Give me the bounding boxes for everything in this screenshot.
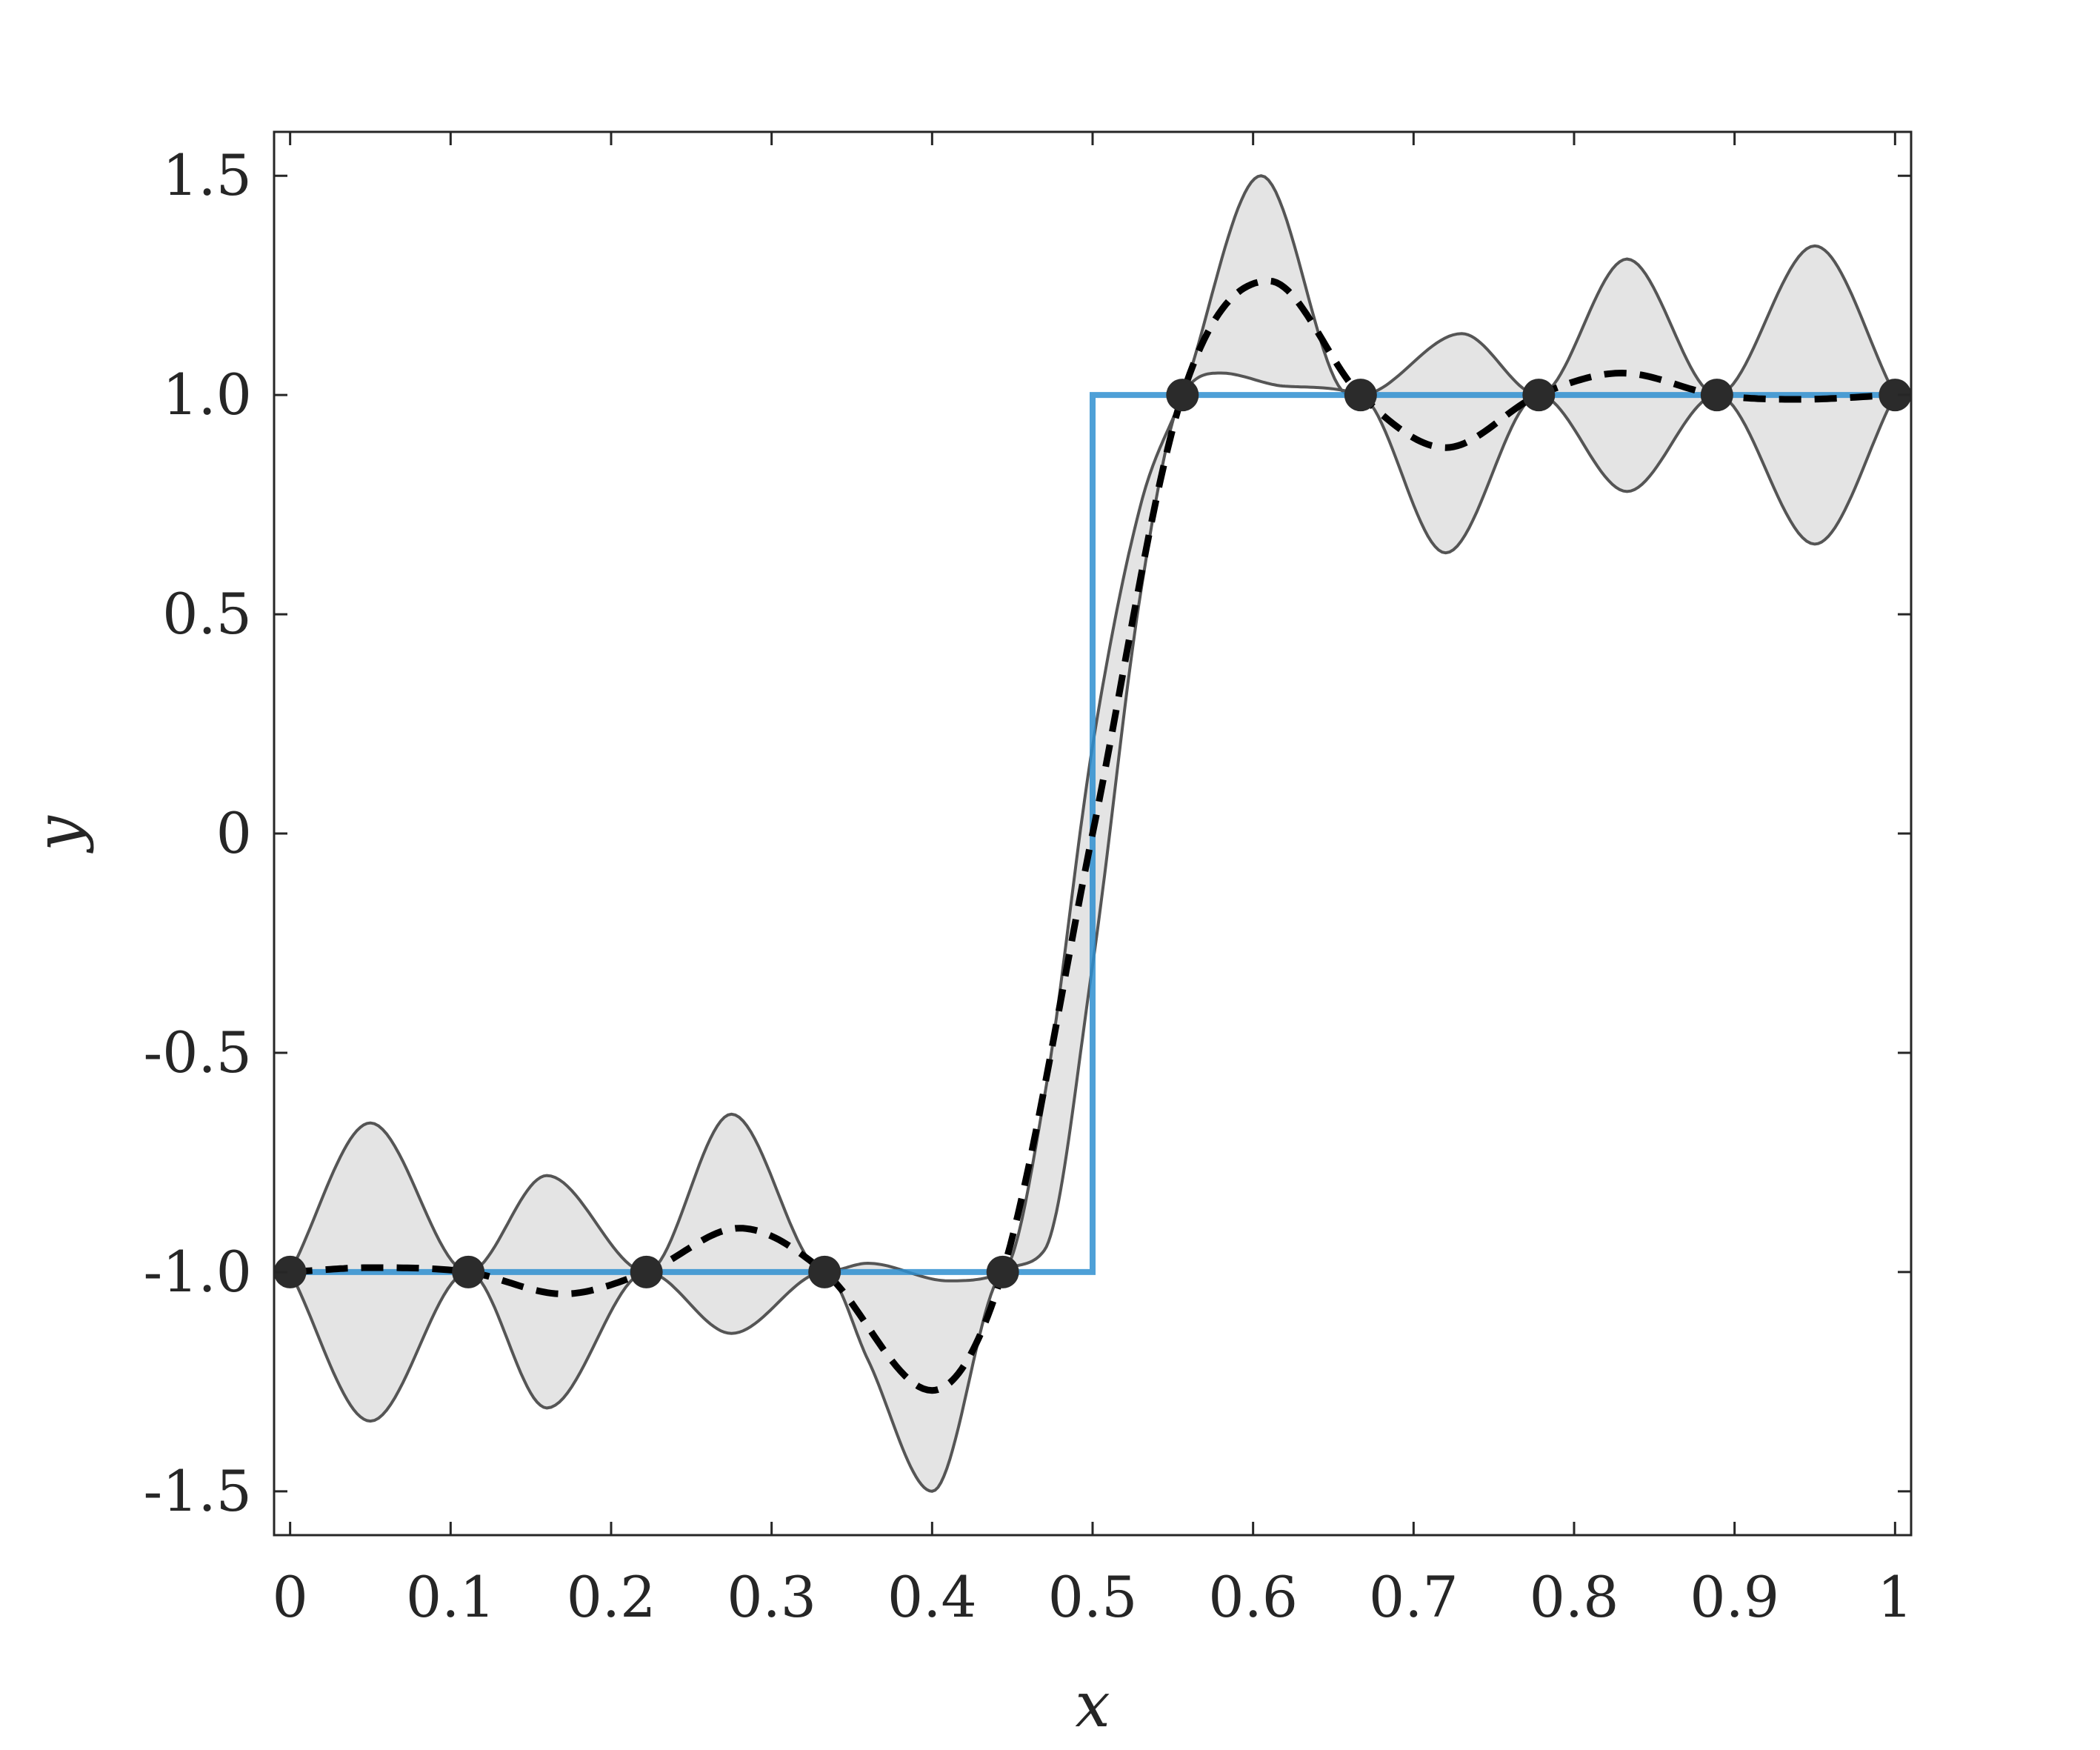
y-tick-label: -1.5 [143, 1458, 252, 1524]
x-tick-label: 0.9 [1690, 1564, 1779, 1630]
x-axis-label: x [1075, 1669, 1110, 1741]
x-tick-label: 0.2 [567, 1564, 656, 1630]
y-tick-label: 0 [216, 800, 252, 866]
y-tick-label: -0.5 [143, 1019, 252, 1085]
sample-points-layer [273, 379, 1912, 1288]
x-tick-label: 0 [272, 1564, 307, 1630]
axes-layer: 0 0.1 0.2 0.3 0.4 0.5 0.6 0.7 0.8 0.9 1 -1.5 -1.0 -0.… [143, 130, 1913, 1630]
y-tick-label: 0.5 [162, 581, 252, 647]
y-tick-label: 1.5 [162, 142, 252, 208]
x-tick-label: 0.8 [1530, 1564, 1619, 1630]
sample-point [1166, 379, 1199, 412]
mean-prediction-line [290, 277, 1896, 1394]
x-tick-label: 0.7 [1369, 1564, 1459, 1630]
sample-point [630, 1255, 663, 1288]
x-tick-label: 0.4 [887, 1564, 977, 1630]
x-tick-label: 0.6 [1208, 1564, 1298, 1630]
y-axis-label: y [22, 815, 95, 854]
y-tick-label: 1.0 [162, 362, 252, 427]
x-tick-label: 0.5 [1048, 1564, 1138, 1630]
x-tick-label: 0.3 [727, 1564, 816, 1630]
sample-point [986, 1255, 1019, 1288]
sample-point [1522, 379, 1556, 412]
sample-point [1344, 379, 1377, 412]
x-tick-label: 1 [1877, 1564, 1913, 1630]
y-tick-label: -1.0 [143, 1239, 252, 1305]
sample-point [1700, 379, 1733, 412]
x-tick-label: 0.1 [406, 1564, 496, 1630]
sample-point [1879, 379, 1912, 412]
mean-prediction-layer [290, 277, 1896, 1394]
sample-point [273, 1255, 307, 1288]
sample-point [808, 1255, 841, 1288]
sample-point [452, 1255, 485, 1288]
